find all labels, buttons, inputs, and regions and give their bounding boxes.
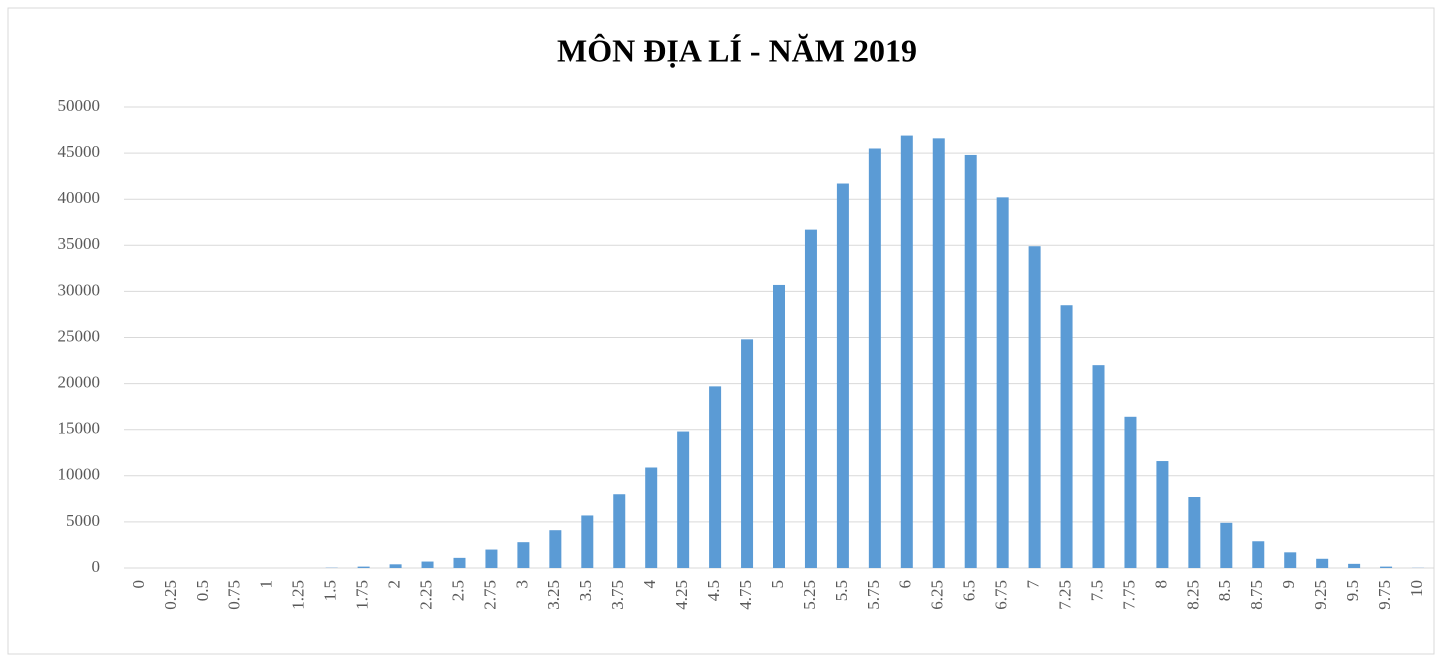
bar [1252,541,1265,568]
bar [421,561,434,568]
y-tick-label: 5000 [66,511,100,530]
x-tick-label: 5 [768,580,787,589]
y-tick-label: 45000 [58,142,101,161]
bar [549,530,562,568]
bar [741,339,754,568]
bar [1316,558,1329,568]
x-tick-label: 6.75 [992,580,1011,610]
x-tick-label: 6 [896,580,915,589]
bar [1348,563,1361,568]
bar [1124,416,1137,568]
bar [709,386,722,568]
bar [453,557,466,568]
bar [996,197,1009,568]
y-tick-label: 0 [92,557,101,576]
y-tick-label: 25000 [58,326,101,345]
x-tick-label: 4.5 [704,580,723,601]
x-tick-label: 4 [640,580,659,589]
x-tick-label: 8 [1151,580,1170,589]
y-tick-label: 20000 [58,373,101,392]
x-tick-label: 2 [384,580,403,589]
x-tick-label: 2.5 [448,580,467,601]
bar [1380,566,1393,568]
bar [900,135,913,568]
y-tick-label: 15000 [58,419,101,438]
x-tick-label: 4.25 [672,580,691,610]
x-tick-label: 6.25 [928,580,947,610]
x-tick-label: 1 [257,580,276,589]
x-tick-label: 9.75 [1375,580,1394,610]
bar [932,138,945,568]
bar [964,154,977,568]
bar [1220,522,1233,568]
bar [836,183,849,568]
x-tick-label: 0.5 [193,580,212,601]
bar [517,542,530,568]
x-tick-label: 8.75 [1247,580,1266,610]
bar [1060,305,1073,568]
y-tick-label: 50000 [58,96,101,115]
x-tick-label: 9.5 [1343,580,1362,601]
x-tick-label: 0.75 [225,580,244,610]
x-tick-label: 3.25 [544,580,563,610]
x-tick-label: 7.75 [1119,580,1138,610]
x-tick-label: 1.75 [353,580,372,610]
x-tick-label: 0 [129,580,148,589]
x-tick-label: 4.75 [736,580,755,610]
bar [1092,365,1105,568]
x-tick-label: 5.25 [800,580,819,610]
x-tick-label: 5.75 [864,580,883,610]
chart-title: MÔN ĐỊA LÍ - NĂM 2019 [557,32,917,68]
x-tick-label: 7.25 [1055,580,1074,610]
y-tick-label: 10000 [58,465,101,484]
bar [677,431,690,568]
bar [613,494,626,568]
bar [773,284,785,568]
x-tick-label: 1.5 [321,580,340,601]
x-tick-label: 2.75 [480,580,499,610]
x-tick-label: 8.5 [1215,580,1234,601]
y-tick-label: 40000 [58,188,101,207]
x-tick-label: 8.25 [1183,580,1202,610]
x-tick-label: 2.25 [416,580,435,610]
x-tick-label: 1.25 [289,580,308,610]
bar [1188,497,1201,568]
x-tick-label: 10 [1407,580,1426,597]
y-tick-label: 35000 [58,234,101,253]
x-tick-label: 5.5 [832,580,851,601]
bar [868,148,881,569]
bar [1284,552,1297,568]
bar [389,564,402,568]
bar [1028,246,1041,569]
bar [581,515,594,568]
x-tick-label: 3.75 [608,580,627,610]
x-tick-label: 7.5 [1087,580,1106,601]
x-tick-label: 9 [1279,580,1298,589]
x-tick-label: 3 [512,580,531,589]
bar [357,566,370,568]
bar [485,549,498,568]
bar [1156,461,1169,568]
x-tick-label: 6.5 [960,580,979,601]
bar [804,229,817,568]
y-tick-label: 30000 [58,280,101,299]
x-tick-label: 7 [1024,580,1043,589]
x-tick-label: 3.5 [576,580,595,601]
x-tick-label: 0.25 [161,580,180,610]
x-tick-label: 9.25 [1311,580,1330,610]
bar [645,467,658,568]
